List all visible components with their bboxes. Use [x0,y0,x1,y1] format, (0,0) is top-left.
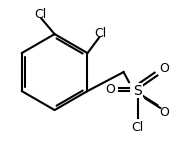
Text: O: O [105,83,115,96]
Text: Cl: Cl [34,8,47,21]
Text: S: S [133,84,142,98]
Text: Cl: Cl [131,121,144,134]
Text: O: O [159,106,169,119]
Text: O: O [159,62,169,75]
Text: Cl: Cl [94,27,106,40]
